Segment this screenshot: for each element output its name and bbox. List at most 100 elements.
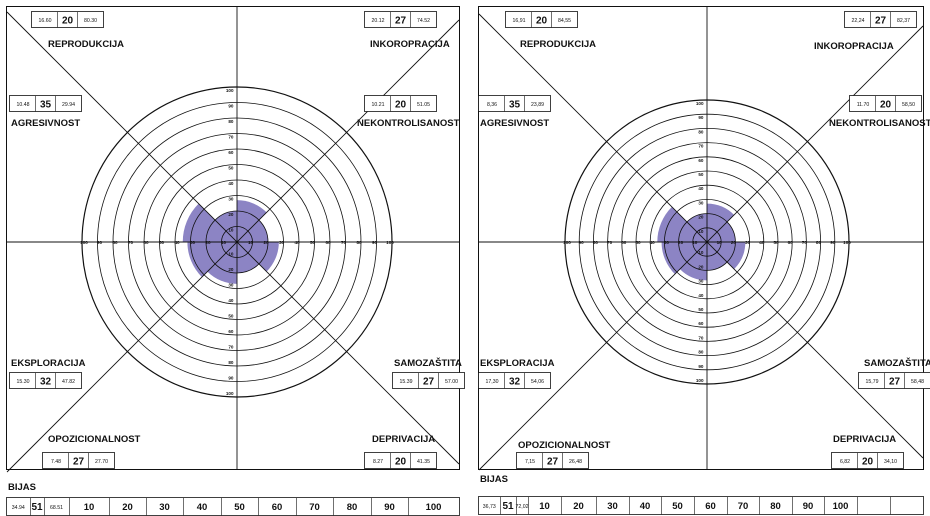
bias-label: BIJAS [8,482,36,493]
value-box-2: 22,24 27 82,37 [844,11,917,28]
value-box-4: 15,79 27 58,48 [858,372,930,389]
percent-score: 23,89 [531,102,544,108]
sector-fill-3 [707,221,736,242]
tick-label-left-100: 100 [563,240,571,245]
value-box-frame [9,95,82,112]
tick-label-down-50: 50 [698,307,704,312]
tick-label-down-10: 10 [228,252,234,257]
sector-fill-8 [657,206,707,242]
sector-label-5: DEPRIVACIJA [833,434,896,445]
tick-label-up-50: 50 [698,172,704,177]
percent-score: 57.00 [445,379,458,385]
value-box-7: 15.30 32 47.82 [9,372,82,389]
tick-label-right-50: 50 [773,240,779,245]
bias-scale-50: 50 [672,501,683,512]
raw-score: 22,24 [852,18,865,24]
tick-label-up-20: 20 [698,215,704,220]
sector-label-4: SAMOZAŠTITA [394,357,462,369]
tick-label-right-100: 100 [843,240,851,245]
value-box-frame [42,452,115,469]
percent-score: 58,50 [902,102,915,108]
bias-raw-score: 36,73 [483,504,496,510]
tick-label-up-30: 30 [698,200,704,205]
tick-label-down-90: 90 [698,364,704,369]
value-box-frame [364,11,437,28]
tick-label-up-50: 50 [228,166,234,171]
value-box-frame [844,11,917,28]
tick-label-right-90: 90 [830,240,836,245]
percent-score: 80.30 [84,18,97,24]
bias-scale-10: 10 [539,501,550,512]
value-box-3: 10.21 20 51.05 [364,95,437,112]
value-box-8: 10.48 35 29.94 [9,95,82,112]
tick-label-down-80: 80 [228,360,234,365]
tick-label-left-60: 60 [621,240,627,245]
tick-label-right-10: 10 [248,240,254,245]
value-box-1: 16.60 20 80.30 [31,11,104,28]
tick-label-right-30: 30 [745,240,751,245]
tick-label-right-20: 20 [263,240,269,245]
tick-label-left-50: 50 [159,240,165,245]
value-box-5: 6,82 20 34,10 [831,452,904,469]
raw-score: 17,30 [486,379,499,385]
tick-label-right-10: 10 [717,240,723,245]
tick-label-right-60: 60 [325,240,331,245]
tick-label-up-40: 40 [698,186,704,191]
chart-frame [6,6,460,470]
t-score: 35 [509,100,521,111]
bias-label: BIJAS [480,474,508,485]
tick-label-up-30: 30 [228,197,234,202]
raw-score: 15.39 [400,379,413,385]
percent-score: 58,48 [911,379,924,385]
value-box-frame [364,452,437,469]
t-score: 27 [889,377,901,388]
value-box-6: 7,15 27 26,48 [516,452,589,469]
value-box-8: 8,36 35 23,89 [478,95,551,112]
value-box-6: 7.48 27 27.70 [42,452,115,469]
bias-scale-70: 70 [738,501,749,512]
tick-label-up-10: 10 [228,228,234,233]
bias-scale-80: 80 [347,502,358,513]
tick-label-left-50: 50 [635,240,641,245]
chart-panel-left: 10 10 10 10 20 20 20 20 30 30 30 30 40 40 40 40 50 50 50 50… [6,6,465,516]
bias-scale-30: 30 [607,501,618,512]
sector-fill-8 [182,203,237,242]
tick-label-left-60: 60 [143,240,149,245]
tick-label-up-90: 90 [228,104,234,109]
value-box-frame [478,95,551,112]
raw-score: 10.48 [17,102,30,108]
tick-label-up-20: 20 [228,212,234,217]
t-score: 20 [880,100,892,111]
tick-label-up-60: 60 [228,150,234,155]
bias-scale-20: 20 [122,502,133,513]
tick-label-left-30: 30 [190,240,196,245]
tick-label-left-90: 90 [579,240,585,245]
sector-label-2: INKOROPRACIJA [814,41,894,52]
axis-diagonal-b [478,25,924,471]
sector-fill-5 [237,242,259,273]
raw-score: 16,91 [513,18,526,24]
bias-scale-90: 90 [384,502,395,513]
sector-label-8: AGRESIVNOST [11,118,80,129]
tick-label-down-30: 30 [698,279,704,284]
tick-label-down-80: 80 [698,350,704,355]
tick-label-down-60: 60 [228,329,234,334]
value-box-frame [849,95,922,112]
bias-scale-20: 20 [573,501,584,512]
sector-fill-1 [215,211,237,242]
percent-score: 82,37 [897,18,910,24]
tick-label-right-100: 100 [386,240,394,245]
tick-label-left-20: 20 [678,240,684,245]
t-score: 20 [395,100,407,111]
value-box-5: 8.27 20 41.35 [364,452,437,469]
value-box-frame [31,11,104,28]
tick-label-left-10: 10 [221,240,227,245]
value-box-2: 20.12 27 74.52 [364,11,437,28]
bias-raw-score: 34.94 [12,505,25,511]
tick-label-left-70: 70 [128,240,134,245]
bias-scale-40: 40 [197,502,208,513]
tick-label-up-90: 90 [698,115,704,120]
value-box-1: 16,91 20 84,55 [505,11,578,28]
chart-panel-right: 10 10 10 10 20 20 20 20 30 30 30 30 40 40 40 40 50 50 50 50… [472,0,930,516]
sector-fill-6 [679,242,707,281]
